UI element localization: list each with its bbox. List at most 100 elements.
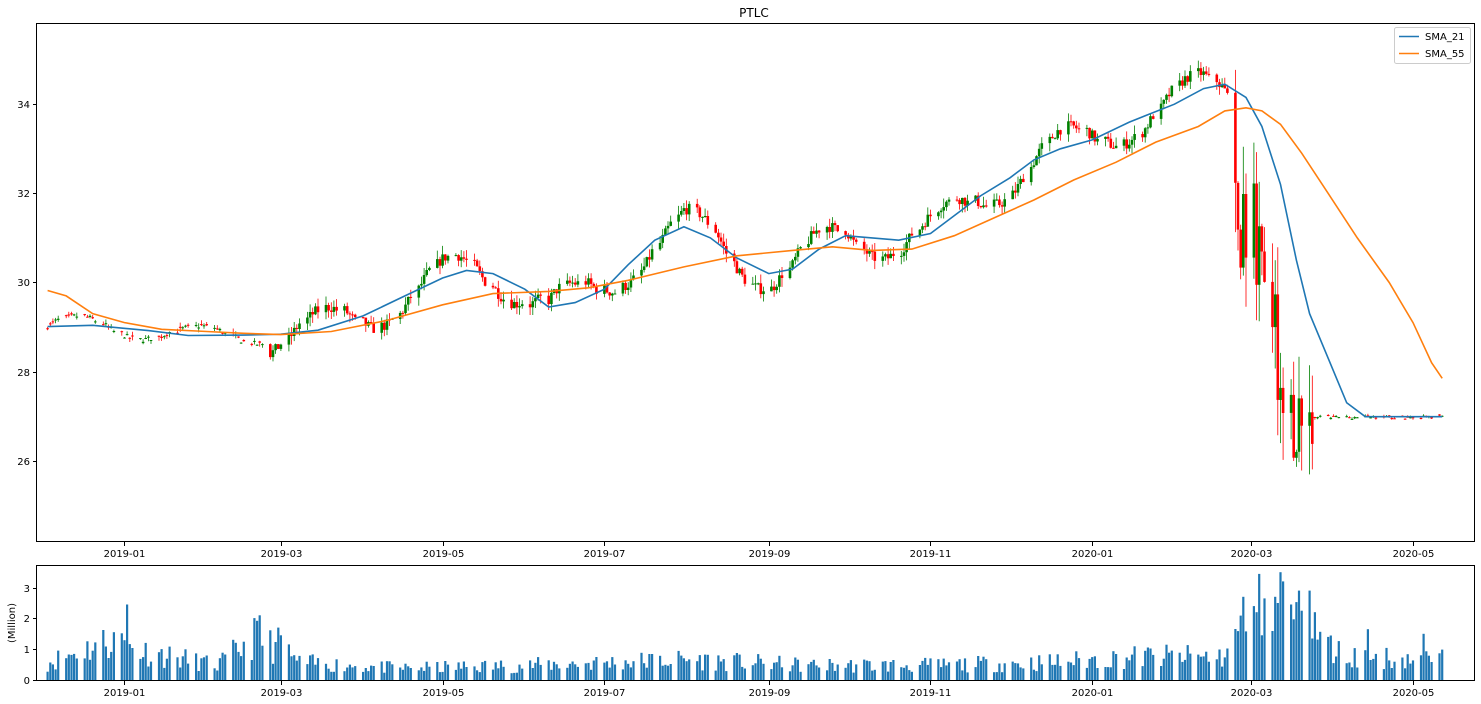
candle-body	[939, 210, 943, 213]
candle-body	[587, 278, 590, 285]
candle-body	[1393, 418, 1396, 420]
candle-body	[1366, 415, 1370, 417]
candle-body	[1143, 128, 1147, 138]
candle-body	[929, 214, 932, 217]
candle-body	[735, 261, 739, 274]
volume-bar	[552, 661, 556, 680]
legend-label-sma21: SMA_21	[1425, 32, 1465, 43]
candle-body	[1125, 139, 1128, 149]
candle-body	[184, 325, 187, 327]
candle-body	[1273, 294, 1277, 328]
volume-bar	[1271, 631, 1274, 680]
candle-body	[406, 296, 410, 305]
volume-bar	[1290, 604, 1293, 680]
volume-bar	[521, 668, 524, 680]
candle-body	[836, 225, 839, 232]
candle-body	[1022, 178, 1025, 183]
candle-body	[83, 314, 86, 316]
volume-bar	[963, 658, 967, 680]
volume-bar	[812, 659, 815, 680]
volume-bar	[1234, 629, 1237, 680]
candle-body	[531, 301, 535, 308]
volume-bar	[465, 667, 468, 680]
candle-body	[218, 328, 222, 331]
y-tick-label: 26	[17, 457, 30, 468]
candle-body	[343, 306, 346, 311]
candle-body	[947, 199, 951, 202]
candle-body	[1242, 194, 1245, 268]
volume-bar	[961, 670, 964, 680]
candle-body	[1318, 415, 1322, 417]
volume-bar	[128, 644, 131, 680]
candle-body	[160, 336, 163, 338]
candle-body	[982, 205, 985, 208]
candle-body	[1106, 136, 1110, 139]
candle-body	[833, 223, 837, 226]
volume-axes-frame	[36, 565, 1475, 681]
candle-body	[139, 338, 142, 340]
candle-body	[571, 282, 574, 284]
candle-body	[1236, 182, 1240, 230]
volume-bar	[855, 664, 858, 680]
candle-body	[852, 236, 855, 240]
price-y-axis: 26 28 30 32 34	[17, 100, 37, 468]
volume-bar	[401, 669, 404, 680]
candle-body	[844, 231, 847, 235]
volume-bar	[688, 659, 691, 680]
candle-body	[351, 314, 354, 316]
volume-bar	[1032, 669, 1035, 680]
candle-body	[1234, 92, 1237, 183]
candle-body	[626, 287, 630, 290]
volume-bar	[778, 655, 781, 680]
volume-bar	[828, 659, 831, 680]
volume-bar	[75, 658, 78, 680]
volume-bar	[1404, 668, 1407, 680]
candle-body	[979, 206, 983, 208]
volume-bar	[648, 654, 651, 680]
volume-bar	[250, 660, 253, 680]
volume-bar	[107, 658, 110, 680]
volume-bar	[343, 671, 346, 680]
volume-bar	[232, 639, 235, 680]
candle-body	[131, 335, 134, 337]
candle-body	[961, 197, 964, 204]
candle-body	[1165, 94, 1168, 100]
candle-body	[56, 318, 60, 320]
candle-body	[528, 304, 532, 308]
volume-bar	[696, 661, 699, 680]
volume-bar	[685, 661, 688, 680]
candle-body	[905, 242, 908, 253]
volume-bar	[1001, 672, 1004, 680]
candle-body	[348, 313, 352, 315]
volume-bar	[157, 652, 161, 680]
candle-body	[687, 203, 691, 215]
candle-body	[998, 199, 1001, 206]
candle-body	[642, 266, 646, 270]
candle-body	[1311, 412, 1314, 444]
candle-body	[494, 287, 497, 289]
volume-bar	[887, 671, 890, 680]
volume-bar	[335, 659, 338, 680]
volume-bar	[900, 667, 903, 680]
candle-body	[144, 338, 147, 339]
candle-body	[754, 283, 757, 285]
volume-bar	[908, 670, 911, 680]
volume-bar	[1019, 667, 1022, 680]
volume-bar	[1374, 653, 1377, 680]
candle-body	[1072, 121, 1075, 126]
volume-bar	[271, 663, 275, 680]
volume-bar	[380, 661, 383, 680]
volume-bar	[1327, 636, 1330, 680]
volume-bar	[362, 671, 365, 680]
candle-body	[1170, 85, 1174, 97]
volume-bar	[515, 672, 518, 680]
x-tick-label: 2019-07	[584, 688, 626, 699]
volume-bar	[295, 660, 298, 680]
candle-body	[345, 306, 349, 314]
volume-bar	[757, 654, 760, 680]
volume-bar	[290, 656, 293, 680]
candle-body	[566, 280, 569, 284]
candle-body	[568, 280, 572, 283]
candle-body	[271, 350, 275, 358]
